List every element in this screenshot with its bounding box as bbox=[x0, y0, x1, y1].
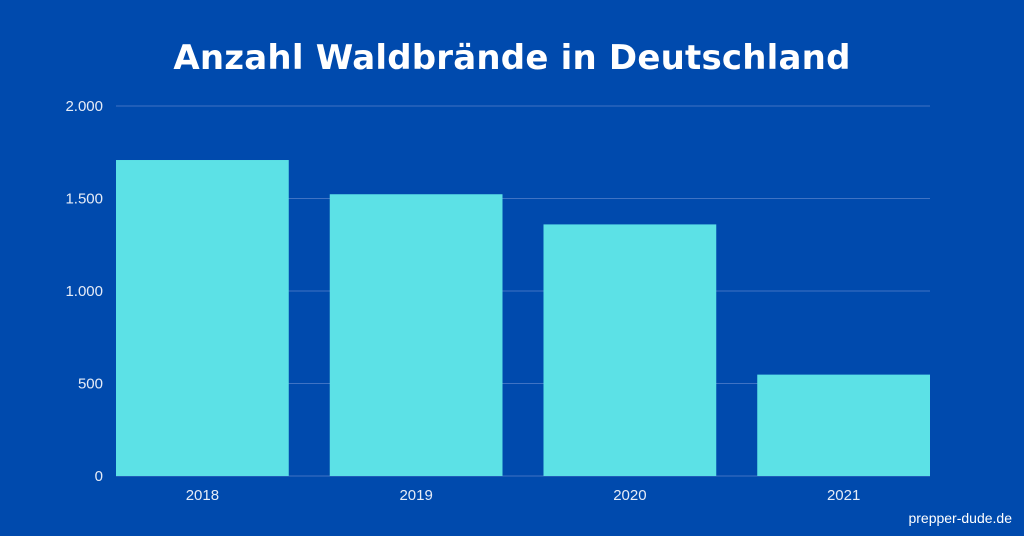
chart-title: Anzahl Waldbrände in Deutschland bbox=[173, 38, 851, 78]
source-credit: prepper-dude.de bbox=[908, 510, 1012, 526]
x-tick-label: 2021 bbox=[827, 487, 860, 504]
bar-2019 bbox=[329, 194, 503, 476]
y-tick-label: 2.000 bbox=[65, 98, 103, 115]
y-axis-ticks: 0 500 1.000 1.500 2.000 bbox=[65, 98, 103, 485]
y-tick-label: 1.500 bbox=[65, 191, 103, 208]
x-tick-label: 2018 bbox=[186, 487, 219, 504]
y-tick-label: 1.000 bbox=[65, 283, 103, 300]
x-axis-ticks: 2018 2019 2020 2021 bbox=[186, 487, 861, 504]
bar-2020 bbox=[543, 224, 717, 476]
bar-2021 bbox=[757, 374, 930, 476]
x-tick-label: 2020 bbox=[613, 487, 646, 504]
x-tick-label: 2019 bbox=[399, 487, 432, 504]
bars bbox=[116, 160, 930, 476]
bar-2018 bbox=[116, 160, 289, 476]
y-tick-label: 0 bbox=[95, 468, 103, 485]
y-tick-label: 500 bbox=[78, 376, 103, 393]
